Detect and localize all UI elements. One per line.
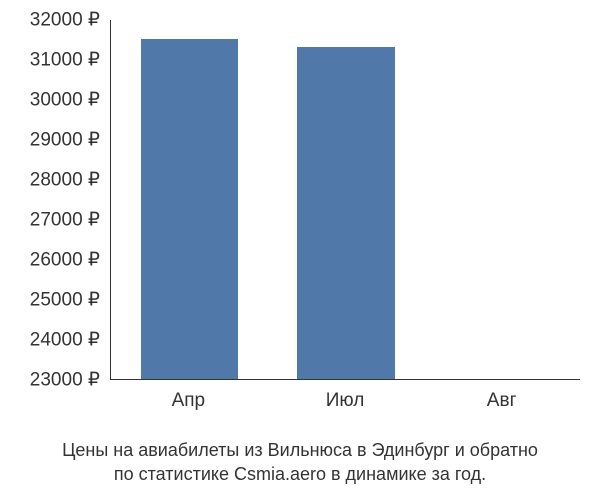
caption-line-1: Цены на авиабилеты из Вильнюса в Эдинбур… [62,440,538,460]
bar [297,47,394,379]
y-tick-label: 27000 ₽ [30,209,100,232]
plot-area [110,20,580,380]
y-tick-label: 23000 ₽ [30,369,100,392]
x-tick-label: Апр [172,390,206,412]
chart-caption: Цены на авиабилеты из Вильнюса в Эдинбур… [0,438,600,487]
y-tick-label: 31000 ₽ [30,49,100,72]
caption-line-2: по статистике Csmia.aero в динамике за г… [114,464,486,484]
y-tick-label: 29000 ₽ [30,129,100,152]
y-tick-label: 30000 ₽ [30,89,100,112]
y-tick-label: 32000 ₽ [30,9,100,32]
y-tick-label: 26000 ₽ [30,249,100,272]
x-tick-label: Авг [487,390,517,412]
y-tick-label: 24000 ₽ [30,329,100,352]
x-axis-labels: Апр Июл Авг [110,390,580,430]
y-tick-label: 25000 ₽ [30,289,100,312]
bar [141,39,238,379]
y-tick-label: 28000 ₽ [30,169,100,192]
x-tick-label: Июл [326,390,365,412]
price-chart: 23000 ₽ 24000 ₽ 25000 ₽ 26000 ₽ 27000 ₽ 28000… [0,0,600,435]
y-axis: 23000 ₽ 24000 ₽ 25000 ₽ 26000 ₽ 27000 ₽ 28000… [0,0,110,400]
